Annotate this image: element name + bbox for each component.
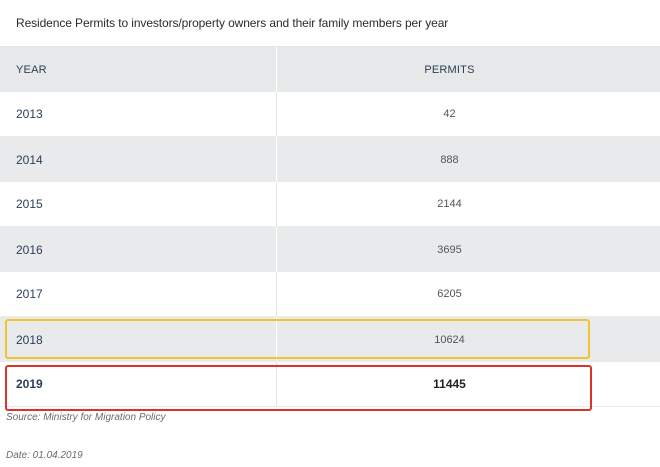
permits-cell: 888 <box>276 137 660 182</box>
table-row: 2019 11445 <box>0 362 660 407</box>
date-note: Date: 01.04.2019 <box>6 450 83 461</box>
year-cell: 2013 <box>16 107 43 121</box>
year-cell: 2019 <box>16 377 43 391</box>
year-cell: 2014 <box>16 152 43 167</box>
table-row: 2018 10624 <box>0 317 660 362</box>
table-row: 2017 6205 <box>0 272 660 317</box>
year-cell: 2018 <box>16 332 43 347</box>
table-row: 2013 42 <box>0 92 660 137</box>
header-year: YEAR <box>16 63 47 76</box>
permits-cell: 10624 <box>276 317 660 362</box>
permits-cell: 42 <box>276 92 660 136</box>
permits-cell: 11445 <box>276 362 660 406</box>
header-permits: PERMITS <box>276 47 660 92</box>
year-cell: 2015 <box>16 197 43 211</box>
permits-cell: 3695 <box>276 227 660 272</box>
table-row: 2014 888 <box>0 137 660 182</box>
table-title: Residence Permits to investors/property … <box>0 0 660 47</box>
permits-table: Residence Permits to investors/property … <box>0 0 660 407</box>
year-cell: 2017 <box>16 287 43 301</box>
table-row: 2015 2144 <box>0 182 660 227</box>
permits-cell: 2144 <box>276 182 660 226</box>
permits-cell: 6205 <box>276 272 660 316</box>
source-note: Source: Ministry for Migration Policy <box>6 412 166 423</box>
table-row: 2016 3695 <box>0 227 660 272</box>
table-header-row: YEAR PERMITS <box>0 47 660 92</box>
year-cell: 2016 <box>16 242 43 257</box>
